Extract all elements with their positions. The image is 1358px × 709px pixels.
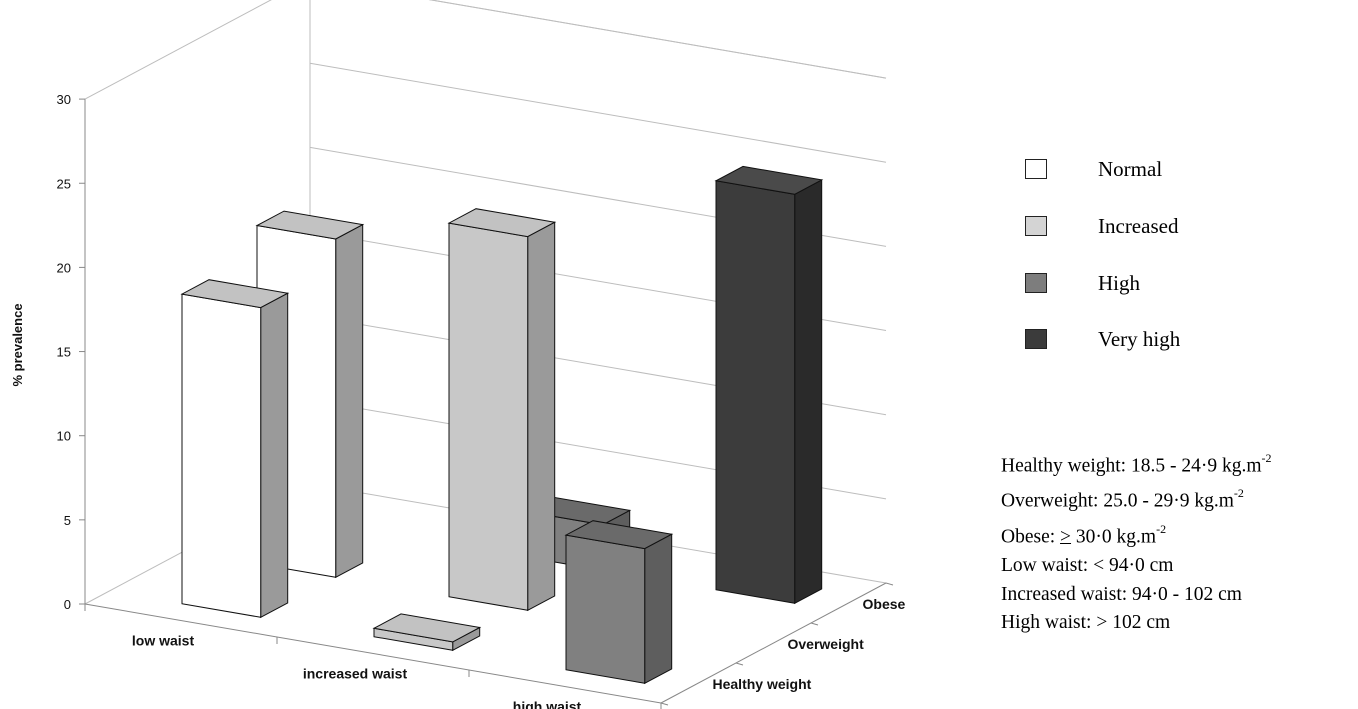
gridline bbox=[428, 0, 887, 79]
depth-axis-line bbox=[660, 582, 887, 704]
y-tick-label: 0 bbox=[64, 597, 71, 612]
x-tick-label: high waist bbox=[513, 699, 582, 709]
bar-increased-waist-healthy-weight-top bbox=[372, 613, 482, 643]
bar-low-waist-healthy-weight-top bbox=[180, 279, 290, 309]
legend-swatch-very-high bbox=[1025, 329, 1047, 349]
x-axis-line bbox=[84, 603, 662, 704]
note-low-waist: Low waist: < 94·0 cm bbox=[1001, 554, 1174, 576]
wall-top-edge bbox=[84, 0, 887, 100]
legend-label-increased: Increased bbox=[1098, 214, 1179, 238]
x-tick-label: low waist bbox=[132, 633, 195, 649]
x-tick-label: increased waist bbox=[303, 666, 408, 682]
bar-increased-waist-overweight-front bbox=[448, 222, 529, 611]
bar-high-waist-healthy-weight-front bbox=[565, 534, 646, 684]
definitions-notes: Healthy weight: 18.5 - 24·9 kg.m-2 Overw… bbox=[1001, 446, 1272, 638]
legend-label-high: High bbox=[1098, 271, 1140, 295]
note-overweight: Overweight: 25.0 - 29·9 kg.m-2 bbox=[1001, 486, 1244, 512]
note-healthy-weight: Healthy weight: 18.5 - 24·9 kg.m-2 bbox=[1001, 451, 1272, 477]
depth-tick bbox=[885, 582, 894, 586]
bar-high-waist-healthy-weight-side bbox=[644, 533, 673, 685]
bar-high-waist-obese-side bbox=[794, 179, 823, 605]
y-tick-label: 5 bbox=[64, 513, 71, 528]
note-obese: Obese: > 30·0 kg.m-2 bbox=[1001, 521, 1167, 548]
bar-low-waist-overweight-side bbox=[335, 223, 364, 579]
y-tick-label: 25 bbox=[57, 176, 71, 191]
bar-high-waist-obese-front bbox=[715, 180, 796, 604]
legend-label-normal: Normal bbox=[1098, 157, 1163, 181]
y-axis-title: % prevalence bbox=[10, 303, 25, 386]
bar-low-waist-overweight-top bbox=[255, 210, 365, 240]
depth-tick-label: Obese bbox=[863, 596, 906, 612]
bar-increased-waist-overweight-side bbox=[527, 221, 556, 612]
depth-tick-label: Overweight bbox=[788, 636, 865, 652]
bar-increased-waist-overweight-top bbox=[447, 208, 557, 238]
bar-low-waist-healthy-weight-side bbox=[260, 292, 289, 619]
y-tick-label: 15 bbox=[57, 345, 71, 360]
note-high-waist: High waist: > 102 cm bbox=[1001, 612, 1171, 634]
depth-tick bbox=[735, 662, 744, 666]
legend-label-very-high: Very high bbox=[1098, 327, 1181, 351]
bar-high-waist-obese-top bbox=[714, 165, 824, 195]
depth-tick bbox=[810, 622, 819, 626]
legend-swatch-increased bbox=[1025, 216, 1047, 236]
gridline bbox=[309, 62, 887, 163]
depth-tick bbox=[660, 702, 669, 706]
bar-high-waist-healthy-weight-top bbox=[564, 520, 674, 550]
legend-swatch-normal bbox=[1025, 159, 1047, 179]
y-tick-label: 30 bbox=[57, 92, 71, 107]
y-tick-label: 20 bbox=[57, 260, 71, 275]
depth-tick-label: Healthy weight bbox=[713, 676, 812, 692]
note-increased-waist: Increased waist: 94·0 - 102 cm bbox=[1001, 583, 1242, 605]
bar-low-waist-healthy-weight-front bbox=[181, 293, 262, 618]
y-tick-label: 10 bbox=[57, 429, 71, 444]
legend-swatch-high bbox=[1025, 273, 1047, 293]
